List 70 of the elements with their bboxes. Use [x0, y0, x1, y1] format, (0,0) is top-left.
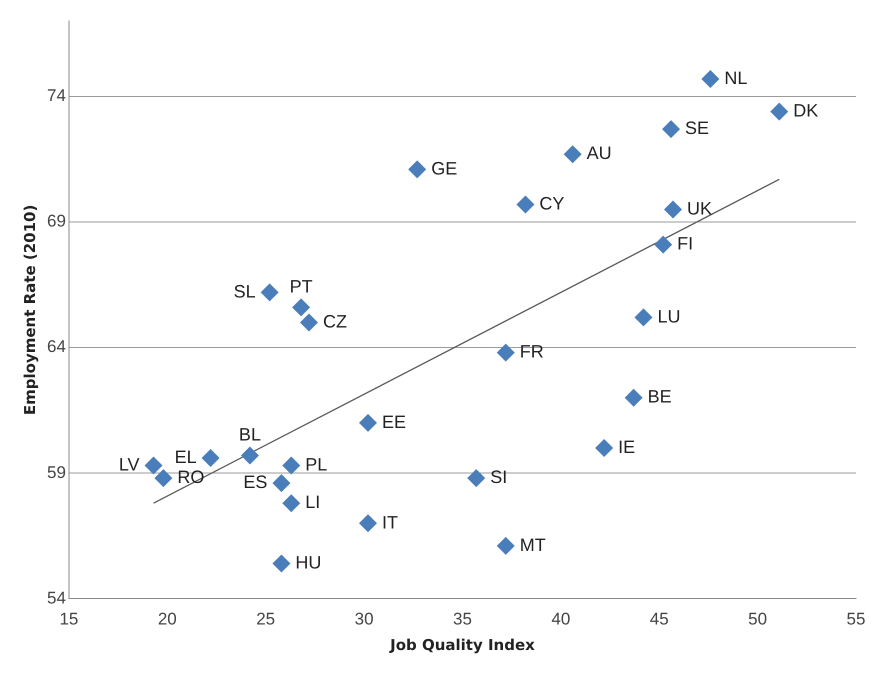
point: [467, 469, 486, 488]
x-tick-label: 55: [846, 609, 866, 628]
point: [202, 449, 220, 468]
annotation: LI: [305, 492, 320, 512]
annotation: EE: [382, 412, 406, 432]
x-tick-label: 20: [158, 609, 177, 628]
annotation: LU: [657, 306, 680, 326]
annotation: SI: [490, 467, 508, 488]
point: [260, 283, 279, 302]
x-tick-label: 30: [354, 609, 374, 628]
annotation: AU: [586, 143, 612, 164]
annotation: DK: [793, 100, 818, 121]
x-tick-label: 25: [256, 609, 276, 628]
annotation: UK: [687, 198, 712, 218]
x-tick-label: 15: [59, 609, 78, 628]
annotation: BE: [648, 386, 672, 407]
point: [770, 102, 788, 121]
y-tick-label: 54: [46, 588, 66, 608]
point: [292, 298, 310, 316]
point: [282, 456, 300, 475]
annotation: FR: [520, 342, 544, 362]
point: [300, 313, 318, 332]
annotation: GE: [431, 158, 458, 178]
annotation: IE: [618, 436, 636, 457]
y-axis-title: Employment Rate (2010): [20, 204, 39, 416]
y-tick-label: 69: [46, 212, 66, 231]
annotation: CY: [539, 193, 564, 214]
point: [144, 456, 163, 475]
point: [595, 438, 614, 457]
annotation: ES: [243, 472, 268, 492]
point: [634, 308, 652, 326]
point: [359, 514, 378, 532]
point: [701, 70, 720, 88]
point: [496, 536, 515, 555]
y-tick-label: 74: [46, 86, 66, 106]
annotation: HU: [295, 552, 322, 572]
annotation: PT: [290, 276, 313, 296]
point: [240, 446, 259, 465]
x-axis-title: Job Quality Index: [389, 636, 536, 654]
annotation: NL: [724, 68, 748, 88]
point: [282, 494, 300, 512]
point: [272, 554, 290, 572]
point: [272, 474, 290, 492]
annotation: EL: [174, 446, 197, 467]
point: [359, 414, 378, 432]
point: [664, 200, 682, 218]
annotation: MT: [520, 534, 546, 555]
annotation: FI: [677, 234, 694, 254]
annotation: LV: [118, 454, 140, 475]
point: [408, 160, 426, 178]
point: [496, 344, 515, 362]
annotation: SL: [234, 281, 256, 302]
point: [624, 388, 643, 407]
annotation: IT: [382, 512, 398, 532]
point: [654, 236, 672, 254]
annotation: PL: [305, 454, 328, 475]
annotation: RO: [177, 467, 204, 488]
x-tick-label: 35: [452, 609, 472, 628]
y-tick-label: 64: [46, 337, 66, 356]
point: [516, 195, 534, 214]
annotation: BL: [238, 424, 261, 444]
annotation: SE: [685, 118, 710, 138]
point: [564, 145, 582, 164]
point: [662, 120, 680, 138]
x-tick-label: 45: [650, 609, 669, 628]
x-tick-label: 40: [551, 609, 570, 628]
x-tick-label: 50: [748, 609, 768, 628]
annotation: CZ: [322, 311, 347, 332]
y-tick-label: 59: [46, 462, 66, 482]
point: [154, 469, 172, 488]
